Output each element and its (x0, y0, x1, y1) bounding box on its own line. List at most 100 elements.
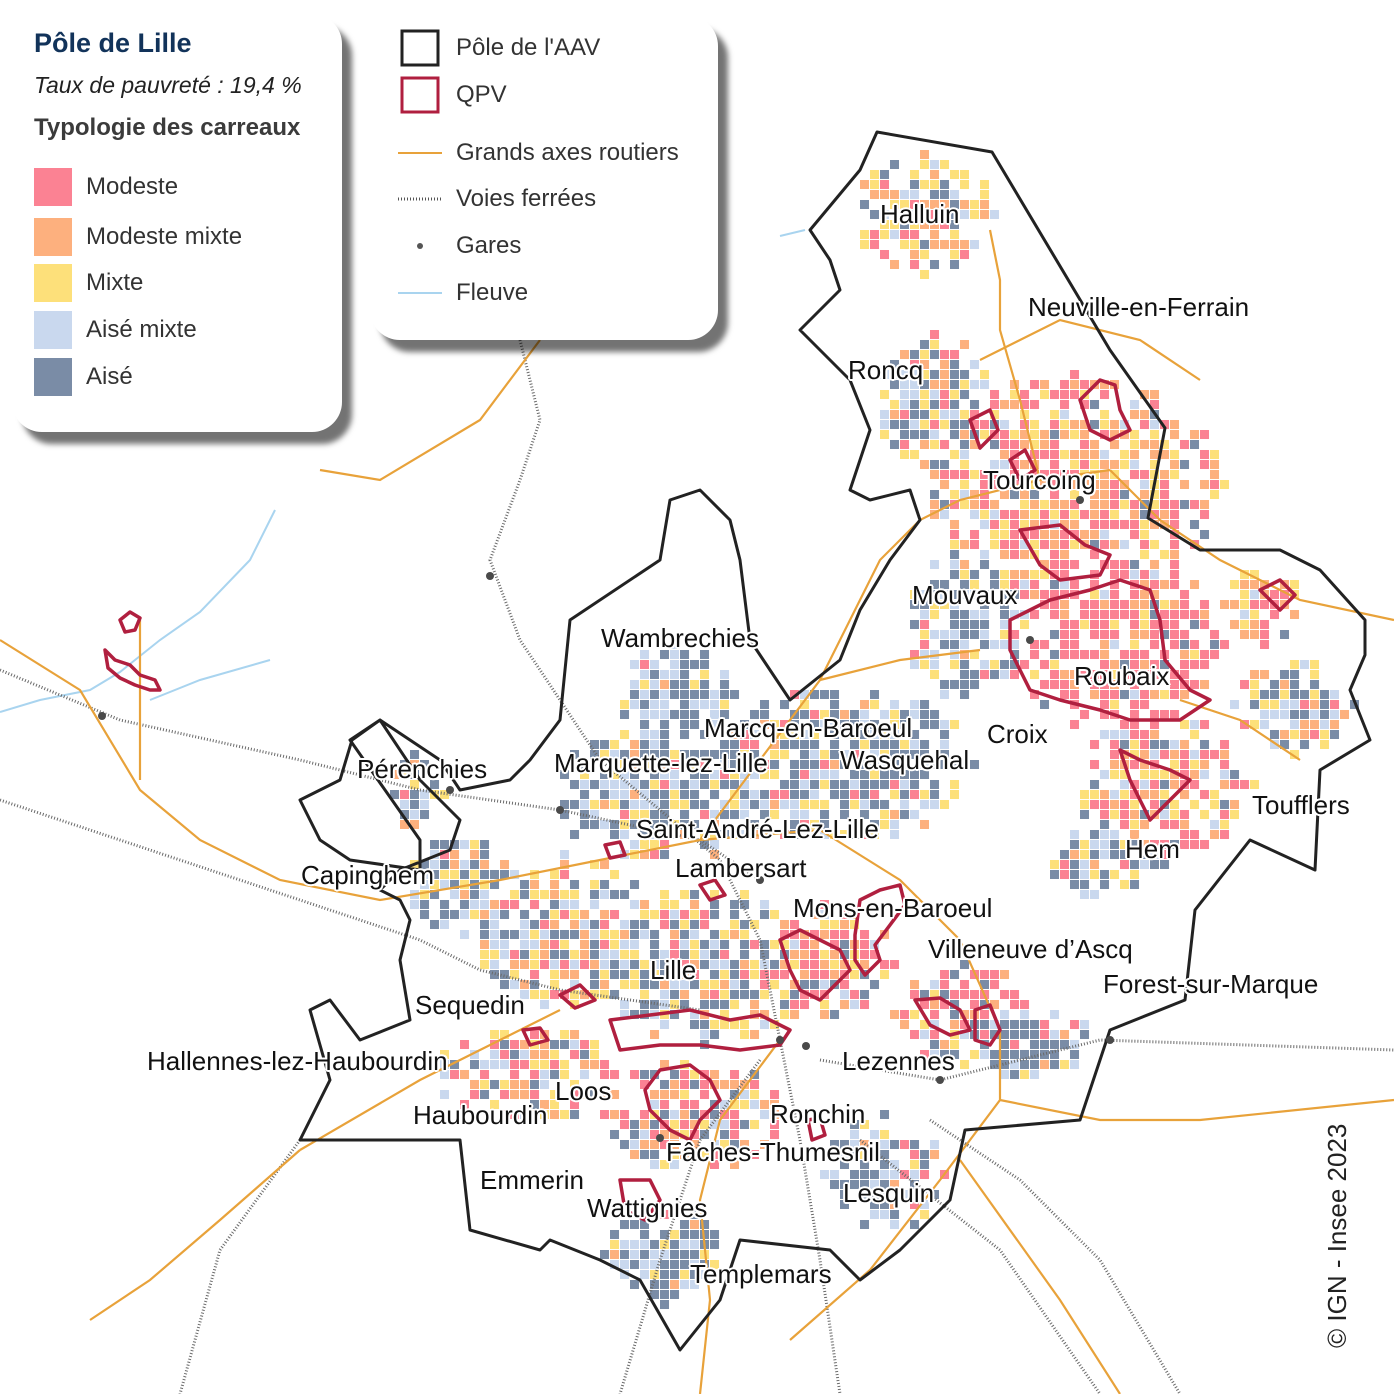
grid-cell (660, 680, 669, 689)
grid-cell (1070, 870, 1079, 879)
grid-cell (530, 970, 539, 979)
grid-cell (480, 920, 489, 929)
grid-cell (720, 760, 729, 769)
grid-cell (860, 180, 869, 189)
grid-cell (1120, 790, 1129, 799)
grid-cell (1210, 630, 1219, 639)
grid-cell (670, 920, 679, 929)
grid-cell (950, 1010, 959, 1019)
qpv-layer (103, 378, 1297, 1222)
grid-cell (920, 390, 929, 399)
grid-cell (1130, 400, 1139, 409)
grid-cell (910, 980, 919, 989)
grid-cell (560, 810, 569, 819)
grid-cell (900, 400, 909, 409)
grid-cell (710, 710, 719, 719)
grid-cell (920, 400, 929, 409)
grid-cell (1030, 440, 1039, 449)
grid-cell (960, 650, 969, 659)
grid-cell (930, 510, 939, 519)
grid-cell (1150, 560, 1159, 569)
grid-cell (540, 1100, 549, 1109)
grid-cell (1000, 1010, 1009, 1019)
grid-cell (910, 1150, 919, 1159)
grid-cell (940, 160, 949, 169)
grid-cell (880, 420, 889, 429)
grid-cell (610, 830, 619, 839)
grid-cell (830, 740, 839, 749)
grid-cell (660, 1250, 669, 1259)
grid-cell (1200, 450, 1209, 459)
grid-cell (1170, 840, 1179, 849)
grid-cell (1120, 670, 1129, 679)
grid-cell (930, 210, 939, 219)
grid-cell (750, 1030, 759, 1039)
grid-cell (830, 1010, 839, 1019)
grid-cell (1130, 500, 1139, 509)
grid-cell (1000, 460, 1009, 469)
grid-cell (920, 150, 929, 159)
grid-cell (1130, 860, 1139, 869)
grid-cell (870, 830, 879, 839)
grid-cell (920, 380, 929, 389)
grid-cell (1110, 480, 1119, 489)
grid-cell (1070, 860, 1079, 869)
grid-cell (1130, 460, 1139, 469)
grid-cell (810, 950, 819, 959)
grid-cell (590, 880, 599, 889)
grid-cell (700, 750, 709, 759)
grid-cell (1070, 430, 1079, 439)
grid-cell (880, 1200, 889, 1209)
grid-cell (890, 220, 899, 229)
grid-cell (970, 680, 979, 689)
grid-cell (1100, 430, 1109, 439)
grid-cell (1180, 610, 1189, 619)
grid-cell (920, 1000, 929, 1009)
grid-cell (670, 1240, 679, 1249)
grid-cell (1190, 720, 1199, 729)
grid-cell (580, 910, 589, 919)
grid-cell (690, 680, 699, 689)
grid-cell (650, 770, 659, 779)
grid-cell (840, 760, 849, 769)
grid-cell (810, 930, 819, 939)
grid-cell (1030, 520, 1039, 529)
grid-cell (940, 1050, 949, 1059)
grid-cell (1000, 540, 1009, 549)
grid-cell (1110, 850, 1119, 859)
grid-cell (840, 910, 849, 919)
grid-cell (830, 700, 839, 709)
grid-cell (1130, 560, 1139, 569)
grid-cell (970, 630, 979, 639)
grid-cell (1210, 470, 1219, 479)
grid-cell (1060, 470, 1069, 479)
grid-cell (1110, 570, 1119, 579)
grid-cell (1110, 440, 1119, 449)
grid-cell (550, 980, 559, 989)
grid-cell (480, 1070, 489, 1079)
grid-cell (450, 890, 459, 899)
grid-cell (630, 770, 639, 779)
grid-cell (1230, 700, 1239, 709)
grid-cell (1120, 860, 1129, 869)
grid-cell (820, 820, 829, 829)
legend-label: Modeste (86, 173, 179, 200)
grid-cell (910, 380, 919, 389)
grid-cell (410, 800, 419, 809)
grid-cell (590, 1050, 599, 1059)
grid-cell (610, 1130, 619, 1139)
grid-cell (750, 730, 759, 739)
grid-cell (400, 820, 409, 829)
grid-cell (920, 760, 929, 769)
grid-cell (1280, 710, 1289, 719)
grid-cell (760, 910, 769, 919)
grid-cell (1260, 600, 1269, 609)
grid-cell (1030, 690, 1039, 699)
grid-cell (950, 350, 959, 359)
grid-cell (680, 980, 689, 989)
grid-cell (1200, 430, 1209, 439)
grid-cell (960, 1010, 969, 1019)
grid-cell (800, 940, 809, 949)
grid-cell (770, 770, 779, 779)
grid-cell (860, 960, 869, 969)
